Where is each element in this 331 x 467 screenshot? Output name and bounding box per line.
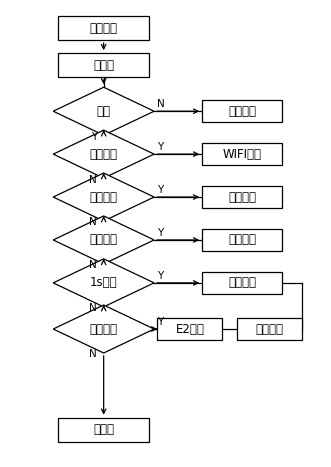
FancyBboxPatch shape — [58, 53, 149, 77]
Text: 流量采集: 流量采集 — [228, 276, 256, 290]
Text: N: N — [89, 175, 97, 184]
Text: WIFI通信: WIFI通信 — [222, 148, 261, 161]
Text: N: N — [89, 218, 97, 227]
Text: 流量计算: 流量计算 — [256, 323, 284, 335]
Text: Y: Y — [157, 227, 164, 238]
Text: 压力采集: 压力采集 — [228, 234, 256, 247]
Polygon shape — [53, 305, 154, 353]
Text: Y: Y — [157, 185, 164, 195]
Text: 低功耗: 低功耗 — [93, 423, 114, 436]
Polygon shape — [53, 259, 154, 307]
Text: Y: Y — [157, 270, 164, 281]
FancyBboxPatch shape — [202, 143, 282, 165]
Text: N: N — [89, 260, 97, 270]
Polygon shape — [53, 87, 154, 135]
Text: 初始化: 初始化 — [93, 58, 114, 71]
Text: Y: Y — [91, 132, 97, 142]
Text: N: N — [157, 99, 165, 109]
Text: 温度采集: 温度采集 — [228, 191, 256, 204]
FancyBboxPatch shape — [202, 100, 282, 122]
FancyBboxPatch shape — [58, 417, 149, 442]
Text: E2存储: E2存储 — [175, 323, 204, 335]
Text: 压力检测: 压力检测 — [90, 234, 118, 247]
Text: N: N — [89, 303, 97, 313]
Polygon shape — [53, 130, 154, 178]
Text: 通信中断: 通信中断 — [90, 148, 118, 161]
FancyBboxPatch shape — [237, 318, 302, 340]
Text: 参数设置: 参数设置 — [90, 21, 118, 35]
FancyBboxPatch shape — [202, 272, 282, 294]
FancyBboxPatch shape — [202, 186, 282, 208]
Text: 异常报警: 异常报警 — [228, 105, 256, 118]
Text: N: N — [89, 349, 97, 360]
FancyBboxPatch shape — [58, 16, 149, 40]
Text: Y: Y — [157, 142, 164, 152]
Text: 1s定时: 1s定时 — [90, 276, 118, 290]
Text: Y: Y — [157, 317, 164, 327]
FancyBboxPatch shape — [157, 318, 222, 340]
Text: 定时存储: 定时存储 — [90, 323, 118, 335]
FancyBboxPatch shape — [202, 229, 282, 251]
Polygon shape — [53, 173, 154, 221]
Text: 温度检测: 温度检测 — [90, 191, 118, 204]
Polygon shape — [53, 216, 154, 264]
Text: 自检: 自检 — [97, 105, 111, 118]
